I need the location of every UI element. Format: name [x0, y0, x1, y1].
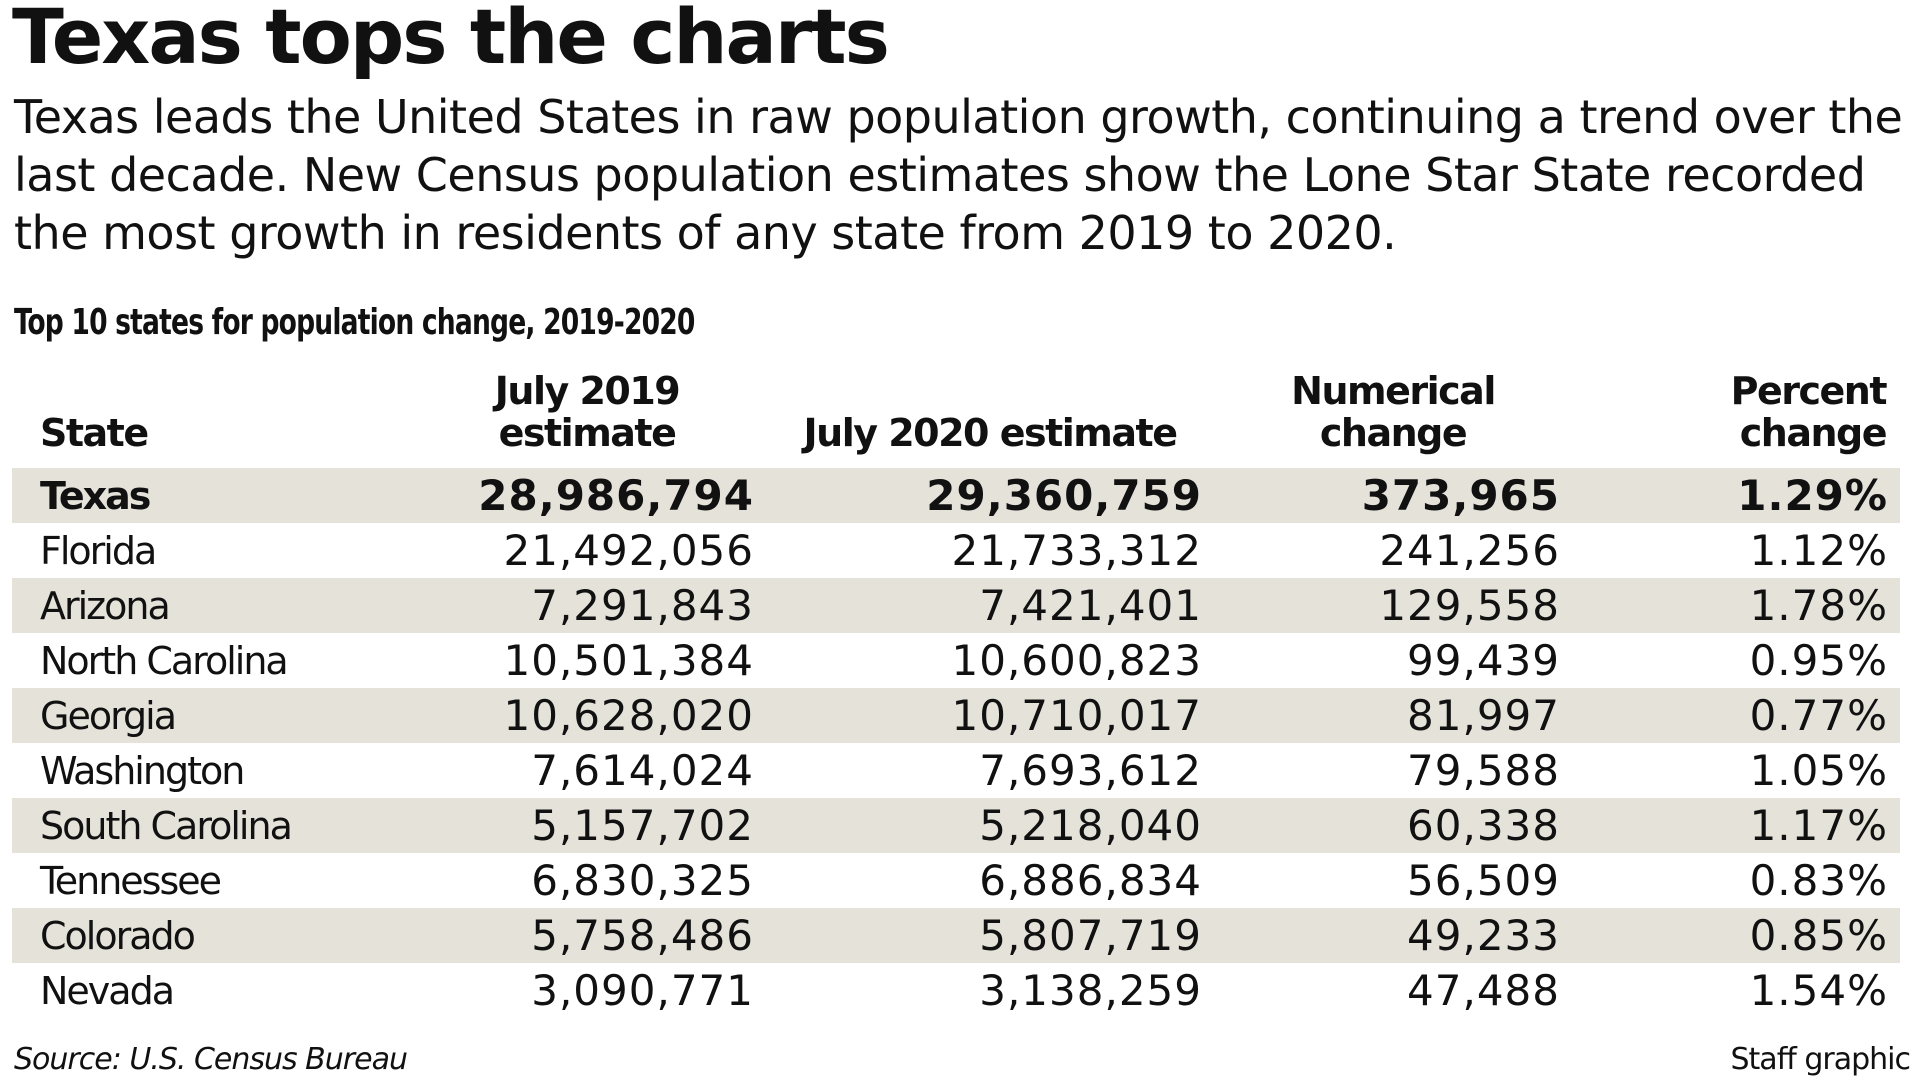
cell-july-2019: 21,492,056: [503, 526, 754, 575]
cell-state: Georgia: [12, 688, 408, 743]
cell-state: Colorado: [12, 908, 408, 963]
cell-state: North Carolina: [40, 638, 289, 683]
cell-july-2020: 5,807,719: [766, 908, 1214, 963]
cell-percent-change: 0.85%: [1572, 908, 1900, 963]
cell-july-2020: 6,886,834: [979, 856, 1202, 905]
cell-state: Florida: [40, 528, 157, 573]
cell-percent-change: 1.05%: [1749, 746, 1888, 795]
cell-percent-change: 1.54%: [1749, 966, 1888, 1015]
cell-july-2019: 28,986,794: [408, 468, 766, 523]
cell-july-2020: 3,138,259: [979, 966, 1202, 1015]
cell-numerical-change: 49,233: [1214, 908, 1572, 963]
cell-state: Texas: [12, 468, 408, 523]
cell-percent-change: 1.29%: [1572, 468, 1900, 523]
cell-july-2020: 7,421,401: [766, 578, 1214, 633]
cell-percent-change: 0.77%: [1572, 688, 1900, 743]
cell-numerical-change: 56,509: [1407, 856, 1560, 905]
cell-july-2019: 10,628,020: [408, 688, 766, 743]
cell-july-2020: 10,600,823: [951, 636, 1202, 685]
cell-july-2020: 21,733,312: [951, 526, 1202, 575]
cell-july-2019: 5,157,702: [408, 798, 766, 853]
cell-percent-change: 0.95%: [1749, 636, 1888, 685]
cell-numerical-change: 373,965: [1214, 468, 1572, 523]
cell-state: Washington: [40, 748, 245, 793]
cell-percent-change: 0.83%: [1749, 856, 1888, 905]
cell-july-2019: 5,758,486: [408, 908, 766, 963]
cell-july-2019: 7,614,024: [531, 746, 754, 795]
header-percent-change: Percent change: [1730, 369, 1888, 455]
intro-text: Texas leads the United States in raw pop…: [14, 90, 1903, 260]
cell-percent-change: 1.17%: [1572, 798, 1900, 853]
cell-july-2020: 5,218,040: [766, 798, 1214, 853]
cell-numerical-change: 129,558: [1214, 578, 1572, 633]
credit-note: Staff graphic: [1730, 1042, 1911, 1077]
table-row: Tennessee 6,830,325 6,886,834 56,509 0.83%: [12, 853, 1900, 908]
table-row: North Carolina 10,501,384 10,600,823 99,439…: [12, 633, 1900, 688]
cell-numerical-change: 79,588: [1407, 746, 1560, 795]
cell-july-2020: 29,360,759: [766, 468, 1214, 523]
table-row: Washington 7,614,024 7,693,612 79,588 1.05%: [12, 743, 1900, 798]
cell-july-2019: 7,291,843: [408, 578, 766, 633]
table-row: Nevada 3,090,771 3,138,259 47,488 1.54%: [12, 963, 1900, 1018]
header-row: State July 2019 estimate July 2020 estim…: [12, 370, 1900, 468]
table-row: Georgia 10,628,020 10,710,017 81,997 0.77%: [12, 688, 1900, 743]
table-row: Texas 28,986,794 29,360,759 373,965 1.29%: [12, 468, 1900, 523]
header-july-2019: July 2019 estimate: [494, 369, 681, 455]
table-row: Arizona 7,291,843 7,421,401 129,558 1.78%: [12, 578, 1900, 633]
table-title: Top 10 states for population change, 201…: [14, 302, 695, 343]
cell-state: Tennessee: [40, 858, 222, 903]
cell-numerical-change: 60,338: [1214, 798, 1572, 853]
cell-july-2019: 3,090,771: [531, 966, 754, 1015]
table-row: Florida 21,492,056 21,733,312 241,256 1.12%: [12, 523, 1900, 578]
cell-percent-change: 1.78%: [1572, 578, 1900, 633]
cell-july-2020: 7,693,612: [979, 746, 1202, 795]
cell-state: Nevada: [40, 968, 175, 1013]
cell-state: South Carolina: [12, 798, 408, 853]
cell-numerical-change: 47,488: [1407, 966, 1560, 1015]
cell-percent-change: 1.12%: [1749, 526, 1888, 575]
cell-july-2019: 6,830,325: [531, 856, 754, 905]
population-table: State July 2019 estimate July 2020 estim…: [12, 370, 1900, 1018]
page-title: Texas tops the charts: [12, 0, 890, 81]
cell-july-2019: 10,501,384: [503, 636, 754, 685]
header-july-2020: July 2020 estimate: [803, 411, 1178, 455]
cell-july-2020: 10,710,017: [766, 688, 1214, 743]
table-row: Colorado 5,758,486 5,807,719 49,233 0.85%: [12, 908, 1900, 963]
table-row: South Carolina 5,157,702 5,218,040 60,338 1.…: [12, 798, 1900, 853]
cell-numerical-change: 99,439: [1407, 636, 1560, 685]
cell-numerical-change: 81,997: [1214, 688, 1572, 743]
cell-state: Arizona: [12, 578, 408, 633]
header-state: State: [40, 411, 149, 455]
source-note: Source: U.S. Census Bureau: [14, 1042, 408, 1077]
cell-numerical-change: 241,256: [1379, 526, 1560, 575]
header-numerical-change: Numerical change: [1291, 369, 1496, 455]
